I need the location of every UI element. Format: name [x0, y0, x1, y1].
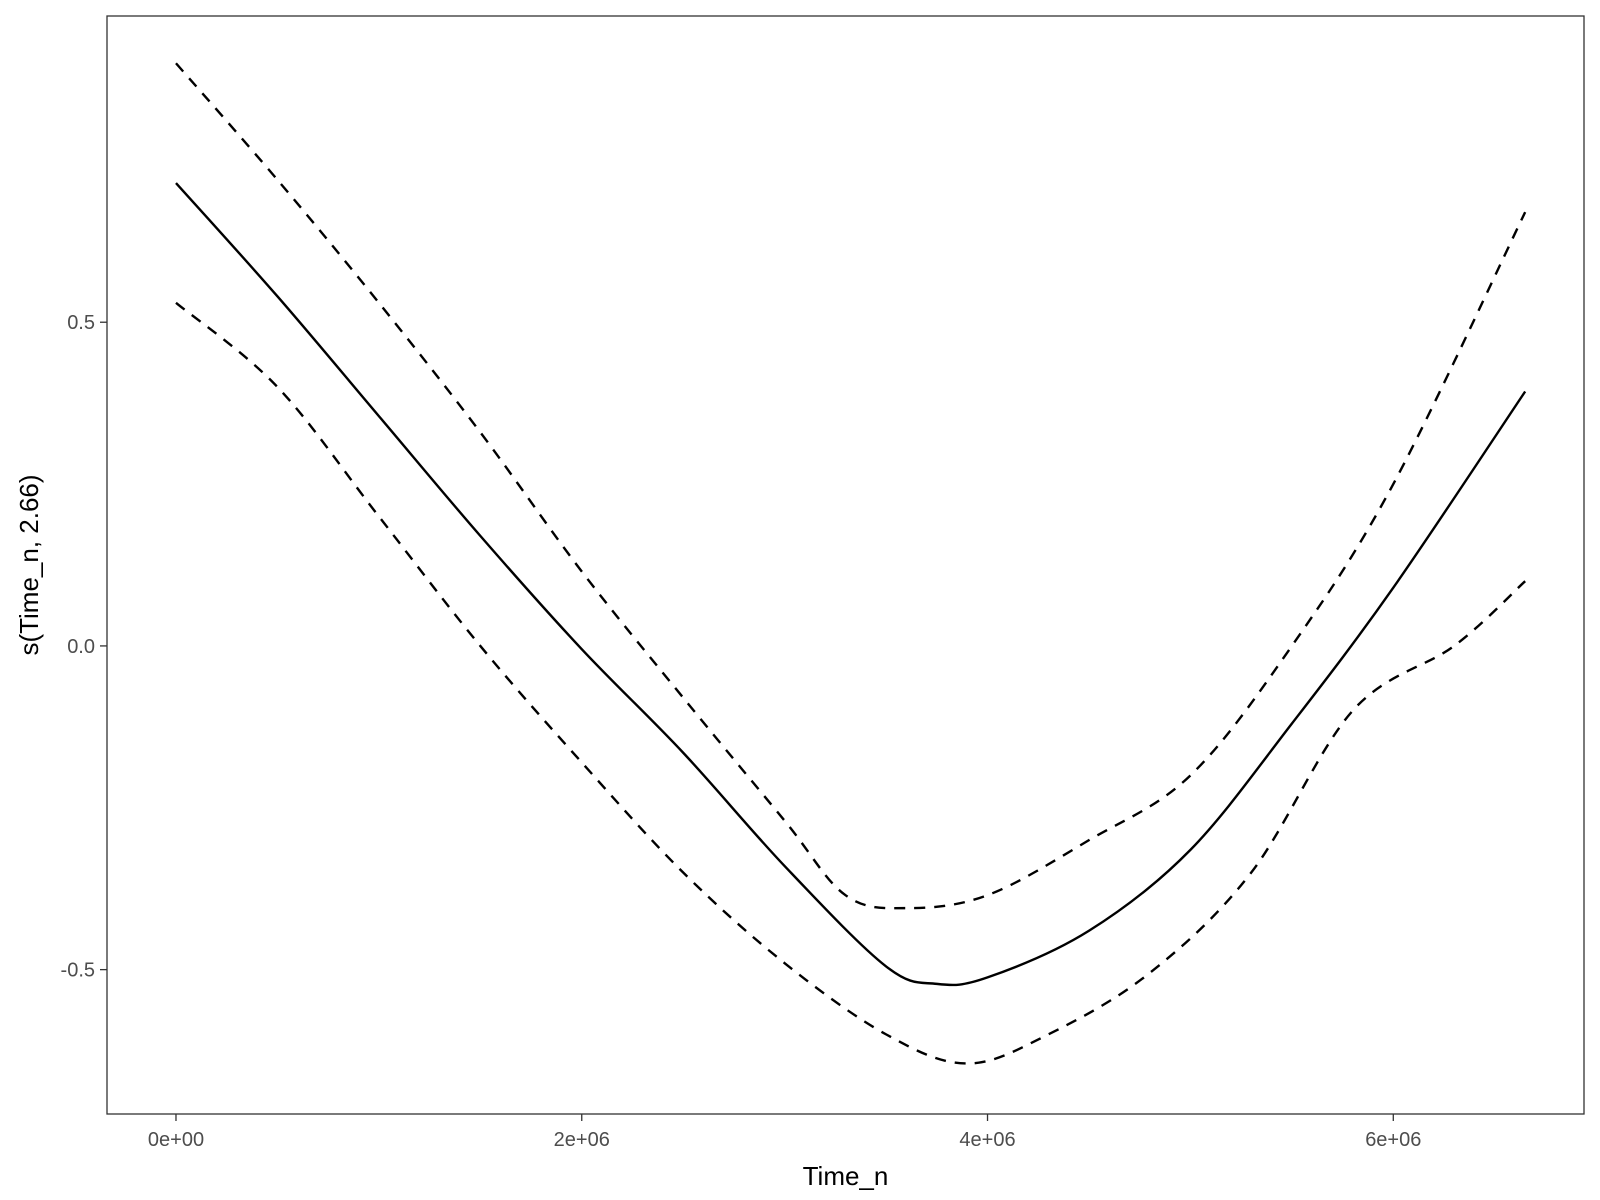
y-axis-title: s(Time_n, 2.66): [14, 474, 44, 655]
panel-border: [106, 15, 1585, 1115]
x-tick-label: 4e+06: [959, 1129, 1015, 1151]
lower-ci-line: [175, 301, 1526, 1065]
x-tick-label: 0e+00: [148, 1129, 204, 1151]
x-axis-title: Time_n: [803, 1161, 889, 1191]
x-tick-label: 6e+06: [1365, 1129, 1421, 1151]
x-tick-label: 2e+06: [554, 1129, 610, 1151]
y-tick-label: 0.0: [67, 636, 95, 658]
axes-layer: 0e+00 2e+06 4e+06 6e+06 -0.5 0.0 0.5: [61, 312, 1422, 1151]
y-tick-label: -0.5: [61, 960, 95, 982]
upper-ci-line: [175, 62, 1527, 910]
fit-line: [175, 182, 1527, 987]
y-tick-label: 0.5: [67, 312, 95, 334]
lines-layer: [175, 62, 1527, 1065]
